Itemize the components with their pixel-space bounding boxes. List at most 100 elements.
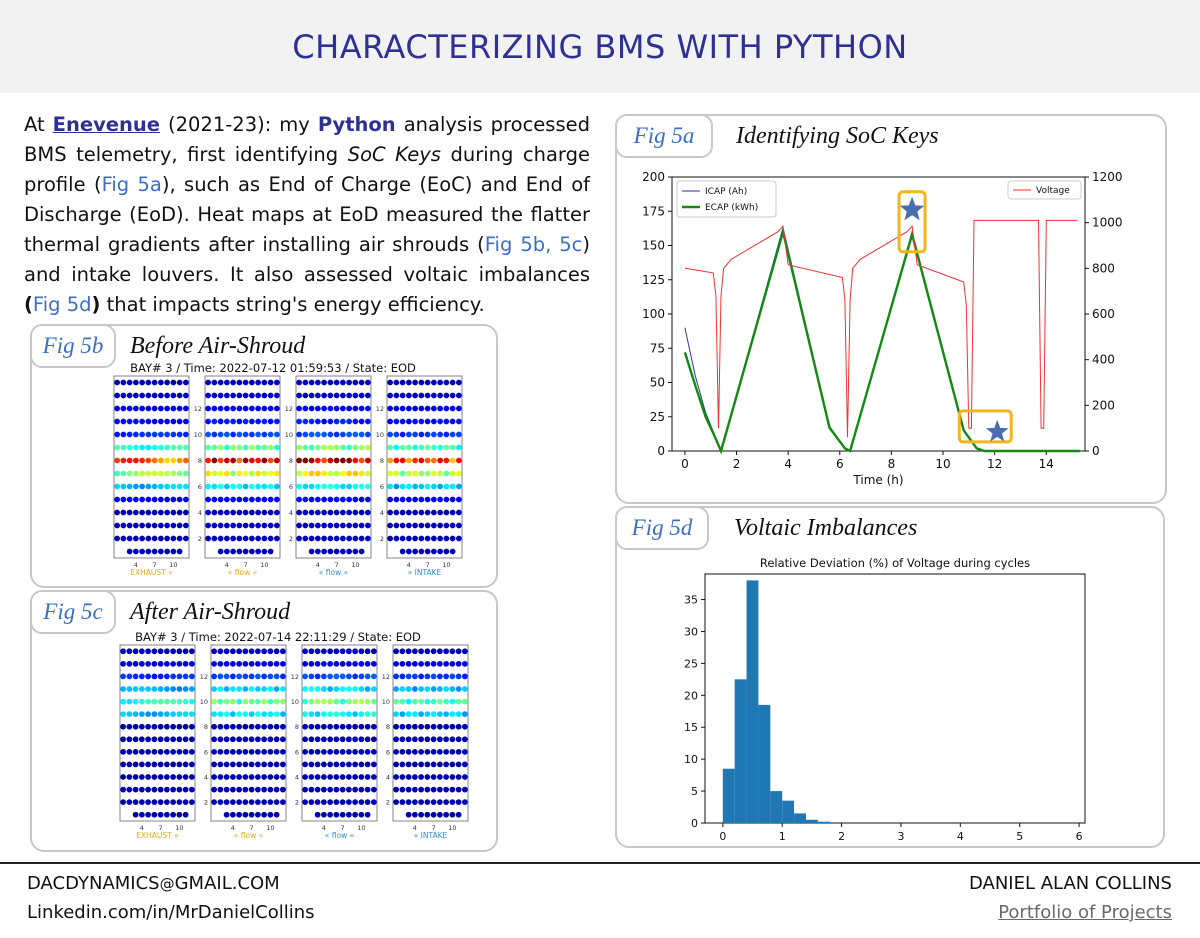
heatmap-cell (430, 686, 437, 692)
heatmap-cell (224, 457, 230, 464)
heatmap-cell (261, 648, 267, 655)
heatmap-cell (145, 405, 152, 412)
heatmap-cell (418, 774, 424, 780)
heatmap-cell (267, 548, 274, 555)
heatmap-cell (424, 660, 431, 667)
heatmap-cell (418, 379, 425, 386)
heatmap-cell (126, 723, 133, 730)
heatmap-cell (327, 686, 333, 692)
heatmap-panel-label: « flow « (228, 568, 257, 577)
heatmap-cell (314, 698, 321, 705)
heatmap-cell (176, 483, 183, 490)
heatmap-cell (314, 811, 321, 818)
heatmap-cell (230, 457, 236, 464)
heatmap-cell (296, 522, 302, 529)
heatmap-cell (217, 761, 224, 768)
x-tick-label: 5 (1016, 830, 1023, 843)
heatmap-row-tick: 12 (291, 673, 299, 681)
heatmap-cell (418, 392, 425, 399)
y-tick-label: 200 (642, 170, 665, 184)
heatmap-cell (126, 660, 133, 667)
heatmap-row-tick: 10 (376, 431, 384, 439)
heatmap-cell (255, 811, 261, 818)
heatmap-cell (139, 761, 145, 768)
heatmap-cell (223, 686, 230, 692)
heatmap-cell (217, 483, 224, 490)
heatmap-cell (315, 470, 321, 477)
heatmap-cell (139, 648, 145, 655)
heatmap-cell (340, 444, 346, 451)
heatmap-cell (211, 444, 218, 451)
heatmap-cell (176, 470, 183, 477)
heatmap-cell (261, 405, 268, 412)
footer-email[interactable]: DACDYNAMICS@GMAIL.COM (27, 873, 280, 894)
heatmap-cell (145, 736, 151, 743)
heatmap-cell (170, 761, 176, 768)
heatmap-cell (217, 431, 224, 438)
heatmap-cell (346, 698, 352, 705)
heatmap-cell (249, 392, 255, 399)
heatmap-cell (224, 418, 230, 425)
heatmap-cell (145, 723, 151, 730)
y-tick-label: 30 (684, 625, 698, 638)
heatmap-cell (217, 673, 224, 680)
heatmap-cell (455, 698, 462, 705)
heatmap-cell (176, 786, 183, 793)
heatmap-cell (164, 379, 170, 386)
heatmap-cell (255, 431, 261, 438)
heatmap-col-tick: 7 (159, 824, 163, 832)
heatmap-cell (114, 470, 120, 477)
heatmap-row-tick: 10 (285, 431, 293, 439)
heatmap-cell (273, 811, 280, 818)
heatmap-cell (120, 418, 127, 425)
footer-portfolio-link[interactable]: Portfolio of Projects (998, 902, 1172, 923)
heatmap-row-tick: 8 (295, 723, 299, 731)
footer-linkedin[interactable]: Linkedin.com/in/MrDanielCollins (27, 902, 315, 923)
heatmap-cell (242, 673, 249, 680)
heatmap-cell (399, 496, 406, 503)
heatmap-cell (437, 761, 443, 768)
heatmap-cell (158, 483, 164, 490)
heatmap-cell (437, 811, 443, 818)
heatmap-cell (449, 470, 456, 477)
heatmap-cell (399, 786, 406, 793)
heatmap-cell (249, 548, 255, 555)
heatmap-cell (333, 786, 340, 793)
heatmap-cell (412, 509, 418, 516)
heatmap-col-tick: 7 (426, 561, 430, 569)
heatmap-cell (449, 405, 456, 412)
heatmap-cell (139, 496, 145, 503)
heatmap-cell (456, 522, 462, 529)
heatmap-cell (242, 711, 249, 718)
heatmap-cell (393, 392, 400, 399)
footer-divider (0, 862, 1200, 864)
heatmap-cell (371, 761, 377, 768)
y-tick-label: 25 (684, 657, 698, 670)
heatmap-cell (358, 444, 365, 451)
heatmap-cell (412, 711, 418, 718)
heatmap-cell (412, 522, 418, 529)
heatmap-cell (364, 698, 371, 705)
heatmap-cell (321, 660, 327, 667)
heatmap-col-tick: 10 (448, 824, 456, 832)
heatmap-cell (418, 686, 424, 692)
heatmap-cell (399, 548, 406, 555)
company-link[interactable]: Enevenue (52, 113, 161, 136)
heatmap-cell (358, 431, 365, 438)
heatmap-cell (327, 496, 334, 503)
heatmap-cell (393, 736, 399, 743)
heatmap-cell (211, 723, 217, 730)
heatmap-cell (418, 444, 425, 451)
heatmap-col-tick: 10 (260, 561, 268, 569)
heatmap-cell (393, 431, 400, 438)
heatmap-row-tick: 10 (194, 431, 202, 439)
heatmap-cell (443, 711, 449, 718)
x-tick-label: 1 (779, 830, 786, 843)
heatmap-cell (132, 723, 139, 730)
heatmap-cell (302, 431, 309, 438)
heatmap-row-tick: 8 (386, 723, 390, 731)
heatmap-cell (255, 444, 261, 451)
heatmap-cell (314, 761, 321, 768)
heatmap-cell (139, 723, 145, 730)
heatmap-cell (280, 660, 286, 667)
